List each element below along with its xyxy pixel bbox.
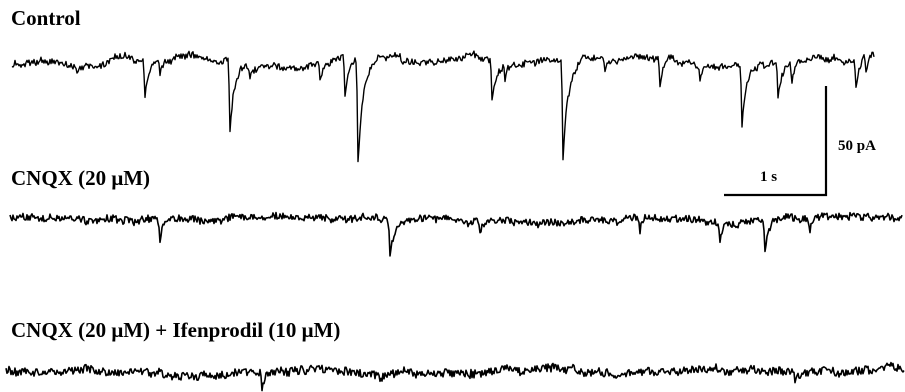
scale-bar-vertical-label: 50 pA <box>838 138 876 154</box>
panel-label-cnqx-ifenprodil: CNQX (20 μM) + Ifenprodil (10 μM) <box>11 318 341 342</box>
trace-cnqx <box>9 211 903 257</box>
panel-label-control: Control <box>11 6 81 30</box>
trace-cnqx-ifenprodil <box>5 361 905 392</box>
scale-bar-horizontal-label: 1 s <box>760 169 778 185</box>
panel-label-cnqx: CNQX (20 μM) <box>11 166 151 190</box>
scale-bar <box>724 86 828 197</box>
trace-control <box>11 50 875 163</box>
